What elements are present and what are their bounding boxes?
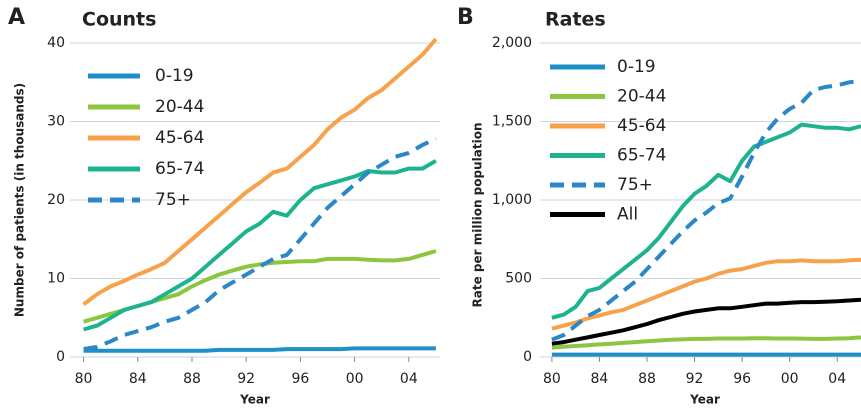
y-axis-label: Number of patients (in thousands)	[13, 83, 27, 317]
x-tick-label: 96	[291, 371, 309, 387]
x-tick-label: 92	[237, 371, 255, 387]
legend-label: 45-64	[155, 128, 204, 148]
legend-label: 0-19	[155, 66, 194, 86]
series-line	[82, 37, 438, 306]
x-tick-label: 96	[733, 371, 751, 387]
y-tick-label: 500	[505, 271, 532, 287]
y-tick-label: 20	[47, 192, 65, 208]
y-tick-label: 1,000	[492, 192, 532, 208]
x-tick-label: 80	[75, 371, 93, 387]
x-axis-label: Year	[239, 393, 270, 407]
y-axis-label: Rate per million population	[471, 123, 485, 308]
panel-letter: B	[457, 5, 474, 30]
series-line	[551, 297, 861, 346]
series-line	[83, 249, 437, 324]
legend-label: 20-44	[155, 97, 204, 117]
legend-label: 75+	[155, 190, 191, 210]
series-line	[83, 136, 437, 352]
y-tick-label: 0	[523, 349, 532, 365]
series-line	[551, 78, 861, 342]
x-tick-label: 00	[346, 371, 364, 387]
legend-label: 45-64	[617, 116, 666, 136]
x-tick-label: 00	[781, 371, 799, 387]
series-line	[551, 257, 861, 331]
panel-letter: A	[8, 5, 25, 30]
chart-title: Rates	[545, 9, 606, 31]
legend-label: 65-74	[155, 159, 204, 179]
series-line	[551, 335, 861, 350]
y-tick-label: 1,500	[492, 114, 532, 130]
x-tick-label: 04	[828, 371, 846, 387]
legend-label: All	[617, 205, 638, 225]
y-tick-label: 0	[56, 349, 65, 365]
y-tick-label: 40	[47, 35, 65, 51]
y-tick-label: 10	[47, 271, 65, 287]
x-tick-label: 84	[591, 371, 609, 387]
series-line	[83, 159, 437, 332]
y-tick-label: 2,000	[492, 35, 532, 51]
x-tick-label: 80	[543, 371, 561, 387]
series-line	[83, 346, 436, 353]
legend-label: 65-74	[617, 146, 666, 166]
x-axis-label: Year	[689, 393, 720, 407]
x-tick-label: 88	[183, 371, 201, 387]
legend-label: 0-19	[617, 57, 656, 77]
x-tick-label: 92	[686, 371, 704, 387]
legend-label: 20-44	[617, 87, 666, 107]
chart-title: Counts	[82, 9, 156, 31]
legend-label: 75+	[617, 175, 653, 195]
x-tick-label: 04	[400, 371, 418, 387]
x-tick-label: 88	[638, 371, 656, 387]
y-tick-label: 30	[47, 114, 65, 130]
x-tick-label: 84	[129, 371, 147, 387]
series-line	[551, 122, 861, 320]
